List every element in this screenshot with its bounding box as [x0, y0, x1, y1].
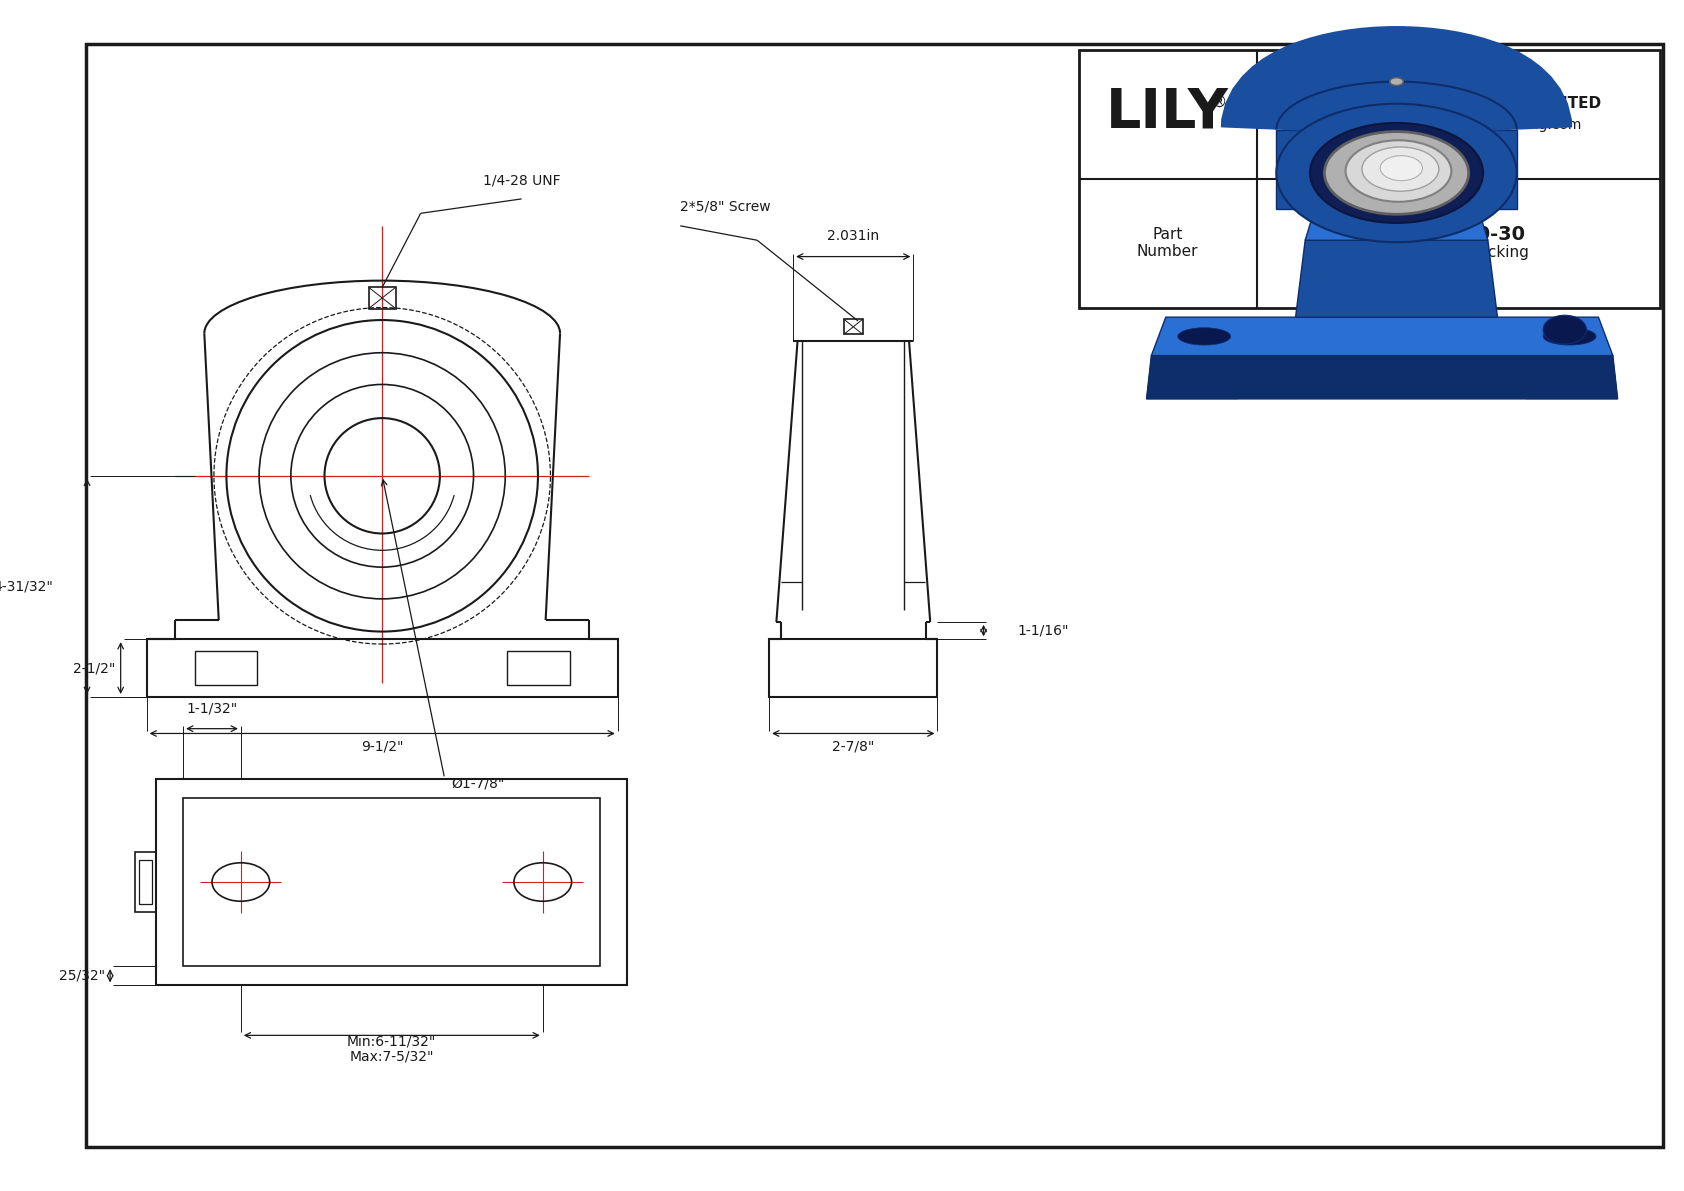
Polygon shape — [1305, 208, 1489, 241]
Bar — [507, 650, 569, 685]
Polygon shape — [1522, 356, 1618, 399]
Ellipse shape — [1310, 123, 1484, 223]
Text: 1-1/16": 1-1/16" — [1017, 624, 1069, 637]
Text: 2-7/8": 2-7/8" — [832, 740, 874, 754]
Text: UCEP210-30: UCEP210-30 — [1393, 225, 1526, 244]
Polygon shape — [1147, 356, 1618, 399]
Ellipse shape — [1346, 141, 1452, 201]
Text: Ø1-7/8": Ø1-7/8" — [451, 777, 505, 791]
Text: Email: lilybearing@lily-bearing.com: Email: lilybearing@lily-bearing.com — [1335, 118, 1581, 132]
Text: 4-31/32": 4-31/32" — [0, 579, 54, 593]
Bar — [770, 640, 938, 697]
Ellipse shape — [1543, 328, 1596, 345]
Bar — [844, 319, 862, 335]
Bar — [140, 860, 152, 904]
Bar — [195, 650, 258, 685]
Text: 2.031in: 2.031in — [827, 229, 879, 243]
Ellipse shape — [1324, 131, 1468, 214]
Text: Max:7-5/32": Max:7-5/32" — [350, 1049, 434, 1064]
Bar — [157, 779, 628, 985]
Polygon shape — [1152, 317, 1613, 356]
Text: 1/4-28 UNF: 1/4-28 UNF — [483, 174, 561, 187]
Ellipse shape — [1543, 316, 1586, 344]
Text: Set Screw Locking: Set Screw Locking — [1389, 245, 1529, 261]
Text: Min:6-11/32": Min:6-11/32" — [347, 1034, 436, 1048]
Bar — [135, 853, 157, 912]
Ellipse shape — [1177, 328, 1231, 345]
Text: 1-1/32": 1-1/32" — [187, 701, 237, 716]
Bar — [1079, 50, 1660, 307]
Text: SHANGHAI LILY BEARING LIMITED: SHANGHAI LILY BEARING LIMITED — [1315, 96, 1601, 111]
Bar — [147, 640, 618, 697]
Polygon shape — [1147, 356, 1238, 399]
Text: Part
Number: Part Number — [1137, 227, 1199, 260]
Ellipse shape — [1276, 104, 1517, 242]
Polygon shape — [1295, 241, 1497, 317]
Bar — [369, 287, 396, 308]
Ellipse shape — [1389, 77, 1403, 86]
Text: ®: ® — [1212, 95, 1228, 110]
Ellipse shape — [1381, 156, 1423, 181]
Text: 2*5/8" Screw: 2*5/8" Screw — [680, 199, 771, 213]
Bar — [184, 798, 601, 966]
Ellipse shape — [1362, 146, 1438, 192]
Text: LILY: LILY — [1106, 86, 1229, 139]
Polygon shape — [1276, 130, 1517, 208]
Text: 25/32": 25/32" — [59, 968, 106, 983]
Text: 2-1/2": 2-1/2" — [74, 661, 116, 675]
Text: 9-1/2": 9-1/2" — [360, 740, 404, 754]
